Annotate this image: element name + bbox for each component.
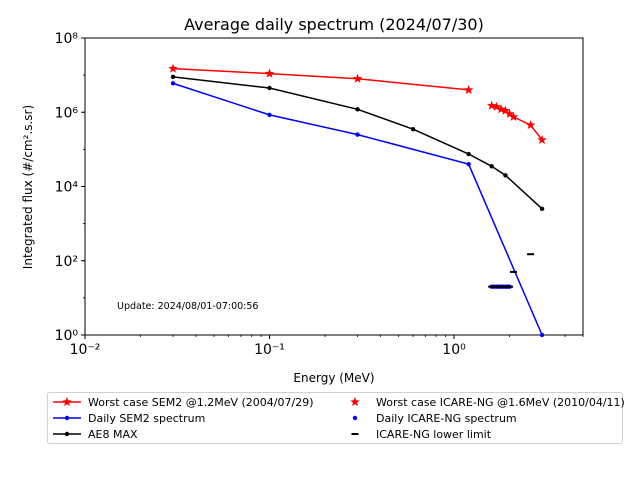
data-point xyxy=(355,132,360,137)
data-point xyxy=(539,332,545,338)
legend-item: Daily ICARE-NG spectrum xyxy=(340,410,517,426)
y-axis-label: Integrated flux (#/cm².s.sr) xyxy=(21,105,35,269)
y-tick-label: 10⁸ xyxy=(55,31,79,47)
data-point xyxy=(504,108,515,118)
y-tick-label: 10² xyxy=(55,254,78,270)
data-point xyxy=(503,173,508,178)
data-point xyxy=(264,68,275,78)
legend-swatch xyxy=(53,397,81,407)
data-point xyxy=(539,206,545,212)
legend-item: Worst case ICARE-NG @1.6MeV (2010/04/11) xyxy=(340,394,625,410)
legend-swatch xyxy=(350,397,360,407)
chart-title: Average daily spectrum (2024/07/30) xyxy=(184,15,484,34)
x-tick-label: 10⁰ xyxy=(442,342,466,358)
data-point xyxy=(355,107,360,112)
data-point xyxy=(64,415,70,421)
series-line xyxy=(172,76,543,210)
axis-ticks: 10⁻² 10⁻¹ 10⁰ 10⁰ 10² 10⁴ 10⁶ 10⁸ xyxy=(55,31,584,358)
plot-area xyxy=(84,37,584,336)
data-point xyxy=(466,161,471,167)
series xyxy=(488,253,535,288)
data-point xyxy=(168,63,178,73)
data-point xyxy=(170,74,176,80)
data-point xyxy=(62,397,72,407)
update-annotation: Update: 2024/08/01-07:00:56 xyxy=(117,301,258,312)
data-point xyxy=(508,111,519,121)
data-point xyxy=(352,415,358,421)
data-point xyxy=(489,164,494,169)
data-point xyxy=(486,100,497,110)
x-tick-label: 10⁻¹ xyxy=(254,342,285,358)
series-layer xyxy=(168,63,547,338)
legend-swatch xyxy=(53,431,81,437)
legend-item: Daily SEM2 spectrum xyxy=(52,410,205,426)
data-point xyxy=(466,151,471,157)
series xyxy=(170,74,545,212)
legend-label: ICARE-NG lower limit xyxy=(376,427,492,441)
legend-item: Worst case SEM2 @1.2MeV (2004/07/29) xyxy=(52,394,313,410)
data-point xyxy=(537,134,547,144)
legend-label: Worst case SEM2 @1.2MeV (2004/07/29) xyxy=(88,395,314,409)
x-tick-label: 10⁻² xyxy=(70,342,101,358)
legend-swatch xyxy=(351,433,359,435)
data-point xyxy=(525,120,536,130)
data-point xyxy=(500,105,511,115)
y-tick-label: 10⁶ xyxy=(55,105,79,121)
legend-swatch xyxy=(352,415,358,421)
data-point xyxy=(267,112,272,118)
legend-swatch xyxy=(53,415,81,421)
data-point xyxy=(352,73,363,83)
data-point xyxy=(170,81,176,86)
x-axis-label: Energy (MeV) xyxy=(293,371,374,385)
data-point xyxy=(267,85,272,91)
legend-label: Worst case ICARE-NG @1.6MeV (2010/04/11) xyxy=(376,395,625,409)
y-tick-label: 10⁰ xyxy=(55,328,79,344)
legend-label: AE8 MAX xyxy=(88,427,138,441)
legend-item: AE8 MAX xyxy=(52,426,138,442)
data-point xyxy=(496,104,506,114)
legend-label: Daily SEM2 spectrum xyxy=(88,411,206,425)
series-line xyxy=(173,67,469,91)
legend-label: Daily ICARE-NG spectrum xyxy=(376,411,517,425)
series xyxy=(168,63,474,94)
series xyxy=(486,100,547,144)
series-line xyxy=(172,82,543,336)
y-tick-label: 10⁴ xyxy=(55,180,79,196)
data-point xyxy=(410,126,416,132)
legend: Worst case SEM2 @1.2MeV (2004/07/29) Wor… xyxy=(47,392,625,444)
legend-item: ICARE-NG lower limit xyxy=(340,426,491,442)
data-point xyxy=(463,84,474,94)
series xyxy=(170,81,545,338)
data-point xyxy=(64,431,70,437)
data-point xyxy=(491,101,502,111)
data-point xyxy=(350,397,360,407)
